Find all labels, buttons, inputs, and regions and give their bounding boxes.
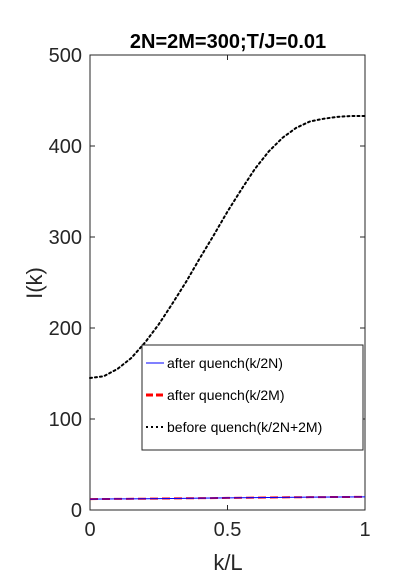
y-tick-label: 500 (49, 45, 82, 67)
y-tick-label: 400 (49, 136, 82, 158)
y-tick-label: 100 (49, 409, 82, 431)
x-tick-label: 0 (84, 519, 95, 541)
legend-box (141, 344, 364, 451)
axes-layer: 0 0.5 1 0 100 200 300 400 500 (49, 45, 371, 541)
x-tick-label: 1 (359, 519, 370, 541)
legend-label-3: before quench(k/2N+2M) (167, 419, 322, 435)
legend-label-2: after quench(k/2M) (167, 387, 285, 403)
legend-label-1: after quench(k/2N) (167, 355, 283, 371)
series-layer (89, 114, 366, 501)
y-axis-label: I(k) (22, 267, 47, 299)
x-axis-label: k/L (213, 550, 242, 575)
y-tick-label: 200 (49, 318, 82, 340)
series-line-3 (89, 114, 366, 380)
y-tick-label: 300 (49, 227, 82, 249)
y-tick-label: 0 (71, 500, 82, 522)
series-line-1 (89, 496, 366, 500)
legend: after quench(k/2N) after quench(k/2M) befo… (141, 344, 364, 451)
x-tick-label: 0.5 (214, 519, 242, 541)
chart-title: 2N=2M=300;T/J=0.01 (130, 31, 326, 53)
